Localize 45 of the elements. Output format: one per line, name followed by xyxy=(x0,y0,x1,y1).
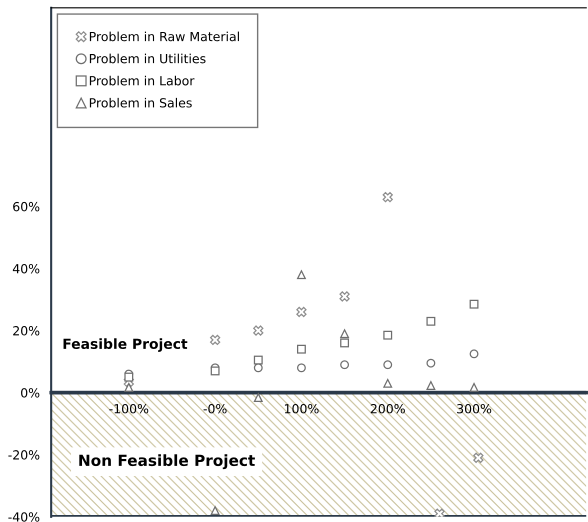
point xyxy=(210,334,220,346)
point xyxy=(124,372,134,382)
band-label: Non Feasible Project xyxy=(79,454,255,470)
x-tick-label: 300% xyxy=(457,404,492,414)
point xyxy=(426,358,436,368)
point xyxy=(210,366,220,376)
legend-label: Problem in Sales xyxy=(90,98,192,108)
point xyxy=(340,360,350,370)
point xyxy=(296,306,307,318)
point xyxy=(473,452,484,463)
point xyxy=(296,344,306,354)
point xyxy=(426,381,436,390)
point xyxy=(254,356,263,365)
y-tick-label: -20% xyxy=(8,450,40,460)
point xyxy=(426,316,436,326)
point xyxy=(210,506,220,516)
point xyxy=(339,291,350,302)
point xyxy=(383,330,392,340)
annotation: Feasible Project xyxy=(64,338,188,352)
legend-label: Problem in Raw Material xyxy=(90,32,239,42)
point xyxy=(470,382,478,392)
x-tick-label: -100% xyxy=(109,404,148,414)
point xyxy=(383,378,392,388)
point xyxy=(340,338,350,348)
y-tick-label: 60% xyxy=(13,202,40,212)
point xyxy=(340,329,350,338)
point xyxy=(434,508,445,517)
point xyxy=(470,300,478,309)
legend-label: Problem in Labor xyxy=(90,76,194,86)
point xyxy=(383,360,392,370)
x-tick-label: -0% xyxy=(204,404,227,414)
point xyxy=(254,393,263,402)
y-tick-label: 40% xyxy=(12,264,40,274)
legend-label: Problem in Utilities xyxy=(90,54,206,64)
y-tick-label: 0% xyxy=(21,388,40,398)
point xyxy=(382,192,393,202)
x-tick-label: 200% xyxy=(370,404,405,414)
point xyxy=(296,363,306,372)
point xyxy=(470,349,478,358)
point xyxy=(253,325,264,336)
point xyxy=(124,382,134,392)
point xyxy=(296,270,306,280)
y-tick-label: -40% xyxy=(8,512,40,522)
x-tick-label: 100% xyxy=(284,404,319,414)
y-tick-label: 20% xyxy=(13,326,40,336)
